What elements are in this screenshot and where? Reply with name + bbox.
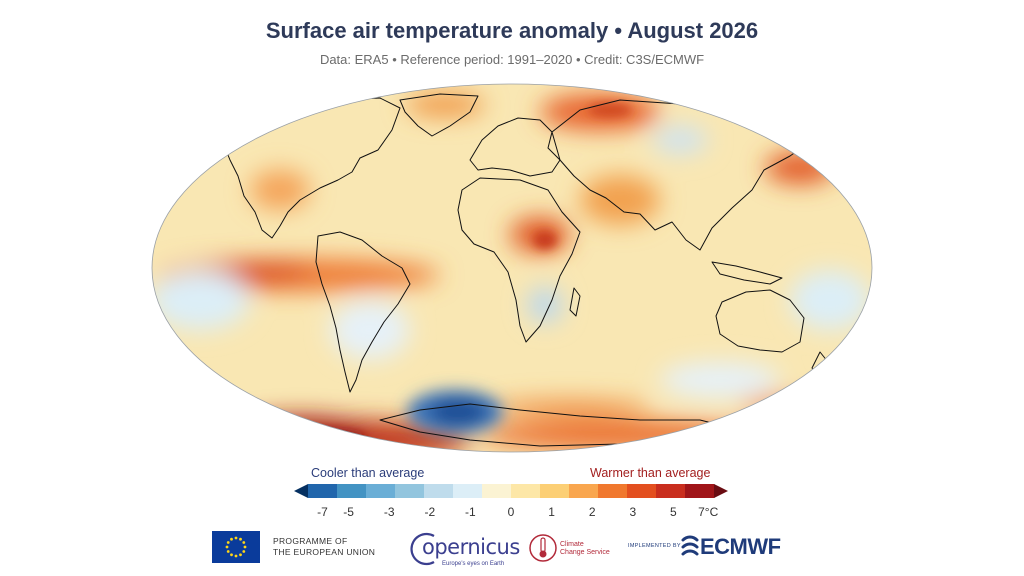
colorbar-segment bbox=[656, 484, 686, 498]
south-america-coast bbox=[315, 231, 411, 393]
colorbar-segment bbox=[337, 484, 367, 498]
implemented-by-text: IMPLEMENTED BY bbox=[628, 543, 681, 549]
colorbar-tick-label: -1 bbox=[465, 505, 476, 519]
c3s-line-1: Climate bbox=[560, 541, 584, 548]
eu-programme-text: PROGRAMME OF THE EUROPEAN UNION bbox=[273, 536, 375, 558]
eu-star bbox=[226, 541, 230, 544]
colorbar-tick-label: 0 bbox=[507, 505, 515, 519]
colorbar-tick-label: 2 bbox=[588, 505, 596, 519]
eu-star bbox=[242, 541, 246, 544]
eu-flag-icon bbox=[212, 531, 260, 563]
map-subtitle: Data: ERA5 • Reference period: 1991–2020… bbox=[319, 52, 705, 67]
indonesia-coast bbox=[711, 261, 783, 285]
eu-star bbox=[239, 537, 242, 541]
australia-coast bbox=[715, 289, 805, 353]
eu-line-1: PROGRAMME OF bbox=[273, 536, 348, 546]
colorbar-tick-label: -5 bbox=[343, 505, 354, 519]
ecmwf-word: ECMWF bbox=[700, 534, 781, 559]
colorbar-tick-label: 5 bbox=[670, 505, 677, 519]
eu-star bbox=[226, 550, 230, 553]
colorbar-segment bbox=[569, 484, 599, 498]
eu-star bbox=[225, 545, 229, 549]
colorbar-tick-label: -3 bbox=[383, 505, 395, 519]
colorbar-tick-label: -2 bbox=[424, 505, 436, 519]
copernicus-logo: opernicus Europe's eyes on Earth bbox=[408, 528, 520, 568]
c3s-line-2: Change Service bbox=[560, 549, 610, 556]
colorbar-segment bbox=[366, 484, 396, 498]
ecmwf-waves-icon bbox=[681, 535, 699, 556]
copernicus-tagline: Europe's eyes on Earth bbox=[442, 561, 505, 567]
map-title: Surface air temperature anomaly • August… bbox=[265, 18, 759, 43]
europe-coast bbox=[469, 117, 561, 177]
africa-coast bbox=[457, 177, 581, 343]
colorbar-segment bbox=[482, 484, 512, 498]
eu-line-2: THE EUROPEAN UNION bbox=[273, 547, 376, 557]
eu-star bbox=[234, 554, 238, 558]
madagascar-coast bbox=[569, 287, 581, 317]
footer-logos: PROGRAMME OF THE EUROPEAN UNION opernicu… bbox=[0, 520, 1024, 576]
eu-star bbox=[234, 536, 238, 540]
copernicus-c-icon bbox=[410, 532, 435, 566]
colorbar-arrow-right bbox=[714, 484, 728, 498]
thermometer-icon bbox=[529, 534, 557, 562]
eu-star bbox=[230, 553, 233, 557]
map-border bbox=[151, 83, 873, 453]
colorbar-segment bbox=[598, 484, 628, 498]
eu-star bbox=[239, 553, 242, 557]
cold-anomaly bbox=[407, 390, 503, 434]
copernicus-word: opernicus bbox=[422, 535, 520, 559]
colorbar-tick-label: 7°C bbox=[698, 505, 719, 519]
anomaly-map bbox=[151, 83, 873, 453]
greenland-coast bbox=[399, 93, 479, 137]
colorbar-tick-label: 3 bbox=[629, 505, 637, 519]
colorbar-tick-label: 1 bbox=[548, 505, 555, 519]
colorbar-segments bbox=[294, 484, 728, 498]
colorbar-arrow-left bbox=[294, 484, 308, 498]
eu-star bbox=[230, 537, 233, 541]
colorbar-segment bbox=[627, 484, 657, 498]
ecmwf-logo: IMPLEMENTED BY ECMWF bbox=[628, 532, 828, 562]
colorbar-segment bbox=[511, 484, 541, 498]
colorbar-tick-label: -7 bbox=[317, 505, 328, 519]
warmer-than-average-label: Warmer than average bbox=[590, 466, 711, 480]
anomaly-field bbox=[152, 84, 872, 452]
colorbar-segment bbox=[395, 484, 425, 498]
colorbar-segment bbox=[308, 484, 338, 498]
cooler-than-average-label: Cooler than average bbox=[311, 466, 425, 480]
colorbar-segment bbox=[424, 484, 454, 498]
eu-star bbox=[242, 550, 246, 553]
colorbar-segment bbox=[540, 484, 570, 498]
c3s-text: Climate Change Service bbox=[560, 541, 610, 557]
climate-change-service-logo: Climate Change Service bbox=[528, 529, 638, 567]
eu-star bbox=[243, 545, 247, 549]
colorbar-segment bbox=[453, 484, 483, 498]
colorbar-segment bbox=[685, 484, 715, 498]
